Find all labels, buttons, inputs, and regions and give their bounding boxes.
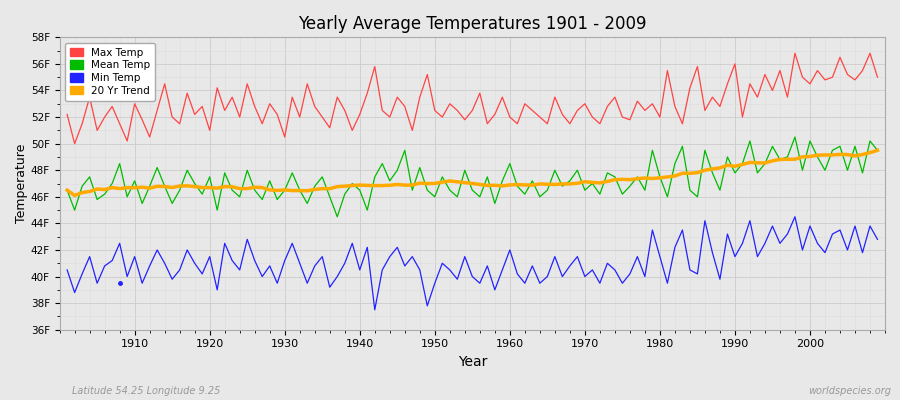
Title: Yearly Average Temperatures 1901 - 2009: Yearly Average Temperatures 1901 - 2009 <box>298 15 646 33</box>
Text: Latitude 54.25 Longitude 9.25: Latitude 54.25 Longitude 9.25 <box>72 386 220 396</box>
Text: worldspecies.org: worldspecies.org <box>808 386 891 396</box>
Y-axis label: Temperature: Temperature <box>15 144 28 223</box>
Legend: Max Temp, Mean Temp, Min Temp, 20 Yr Trend: Max Temp, Mean Temp, Min Temp, 20 Yr Tre… <box>65 42 155 101</box>
X-axis label: Year: Year <box>457 355 487 369</box>
